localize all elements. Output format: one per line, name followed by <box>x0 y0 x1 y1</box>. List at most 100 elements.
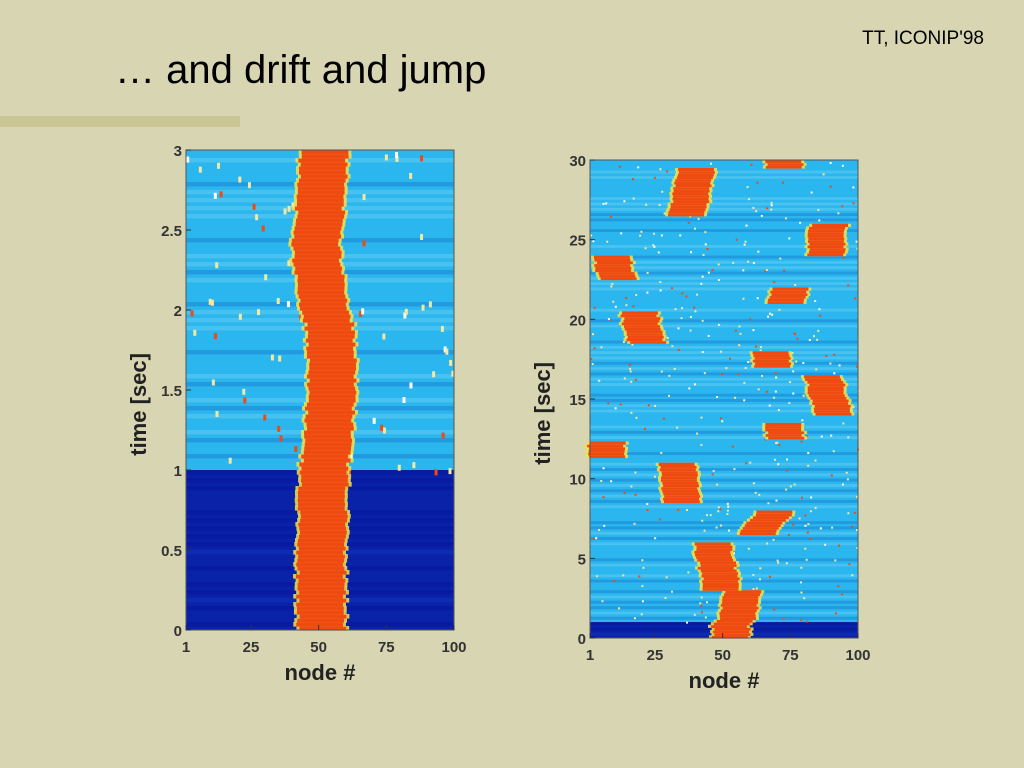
heatmap-row-streak <box>590 420 858 424</box>
heatmap-speck <box>696 432 699 435</box>
heatmap-row-streak <box>590 218 858 222</box>
heatmap-speck <box>766 542 769 545</box>
bump-core <box>308 394 356 399</box>
heatmap-speck <box>646 271 649 274</box>
bump-core <box>294 254 342 259</box>
y-tick-label: 0 <box>578 631 586 648</box>
bump-core <box>767 300 804 304</box>
heatmap-row-streak <box>590 271 858 275</box>
bump-core <box>301 154 349 159</box>
heatmap-speck <box>835 612 838 615</box>
y-tick-label: 3 <box>174 143 182 160</box>
heatmap-speck <box>261 225 265 232</box>
bump-core <box>305 438 353 443</box>
heatmap-speck <box>704 243 707 246</box>
bump-core <box>765 165 802 169</box>
bump-core <box>674 181 711 185</box>
bump-core <box>297 542 345 547</box>
heatmap-speck <box>630 411 633 414</box>
bump-core <box>807 388 844 392</box>
heatmap-speck <box>644 247 647 250</box>
heatmap-speck <box>601 600 604 603</box>
heatmap-speck <box>782 617 785 620</box>
bump-core <box>719 614 756 618</box>
heatmap-plot-area <box>186 150 455 631</box>
bump-core <box>298 158 346 163</box>
bump-core <box>807 252 844 257</box>
heatmap-speck <box>846 478 849 481</box>
bump-core <box>624 324 660 328</box>
heatmap-speck <box>833 372 836 375</box>
bump-core <box>299 166 346 171</box>
heatmap-speck <box>632 197 635 200</box>
heatmap-speck <box>720 350 723 353</box>
heatmap-row-streak <box>590 345 858 349</box>
heatmap-row-streak <box>590 165 858 169</box>
heatmap-row-streak <box>590 324 858 328</box>
bump-core <box>765 422 802 427</box>
heatmap-speck <box>613 580 616 583</box>
heatmap-row-streak <box>590 473 858 477</box>
heatmap-speck <box>631 343 634 346</box>
bump-core <box>754 356 791 360</box>
y-axis-label: time [sec] <box>530 362 555 465</box>
bump-core <box>808 250 845 254</box>
bump-core <box>301 150 349 155</box>
heatmap-speck <box>628 363 631 366</box>
bump-core <box>623 319 660 323</box>
heatmap-speck <box>834 559 837 562</box>
heatmap-speck <box>778 308 781 311</box>
heatmap-speck <box>674 308 677 311</box>
bump-core <box>308 410 355 415</box>
bump-core <box>296 602 343 607</box>
bump-core <box>663 499 700 504</box>
heatmap-speck <box>634 493 637 496</box>
heatmap-speck <box>810 496 813 499</box>
heatmap-speck <box>784 217 787 220</box>
heatmap-row-streak <box>590 409 858 413</box>
heatmap-speck <box>818 219 821 222</box>
heatmap-speck <box>666 170 669 173</box>
heatmap-row-streak <box>590 425 858 429</box>
heatmap-row-streak <box>590 436 858 440</box>
heatmap-speck <box>625 304 628 307</box>
x-tick-label: 100 <box>845 647 870 664</box>
heatmap-speck <box>238 176 242 183</box>
heatmap-row-streak <box>590 457 858 461</box>
heatmap-speck <box>270 354 274 361</box>
heatmap-speck <box>717 510 720 513</box>
heatmap-speck <box>451 370 455 377</box>
heatmap-speck <box>687 571 690 574</box>
heatmap-row-streak <box>590 383 858 386</box>
heatmap-speck <box>842 256 845 259</box>
heatmap-speck <box>777 561 780 564</box>
bump-core <box>300 510 348 515</box>
heatmap-speck <box>830 434 833 437</box>
heatmap-speck <box>774 372 777 375</box>
heatmap-speck <box>726 513 729 516</box>
bump-core <box>307 426 354 431</box>
heatmap-speck <box>825 355 828 358</box>
bump-core <box>677 173 714 177</box>
heatmap-speck <box>620 232 623 235</box>
heatmap-speck <box>838 364 841 367</box>
heatmap-speck <box>752 588 755 591</box>
bump-core <box>596 260 633 265</box>
heatmap-row-streak <box>590 287 858 291</box>
heatmap-row-streak <box>590 314 858 317</box>
bump-core <box>672 191 709 196</box>
heatmap-speck <box>747 260 750 263</box>
bump-core <box>298 502 345 507</box>
bump-core <box>296 218 343 223</box>
heatmap-speck <box>359 310 363 317</box>
bump-core <box>739 531 776 536</box>
heatmap-speck <box>689 215 692 218</box>
heatmap-row-streak <box>590 478 858 482</box>
heatmap-speck <box>728 529 731 532</box>
heatmap-speck <box>719 508 722 511</box>
bump-core <box>300 530 347 535</box>
bump-core <box>658 462 695 466</box>
heatmap-row-streak <box>590 404 858 408</box>
heatmap-speck <box>809 537 812 540</box>
bump-core <box>661 476 697 480</box>
